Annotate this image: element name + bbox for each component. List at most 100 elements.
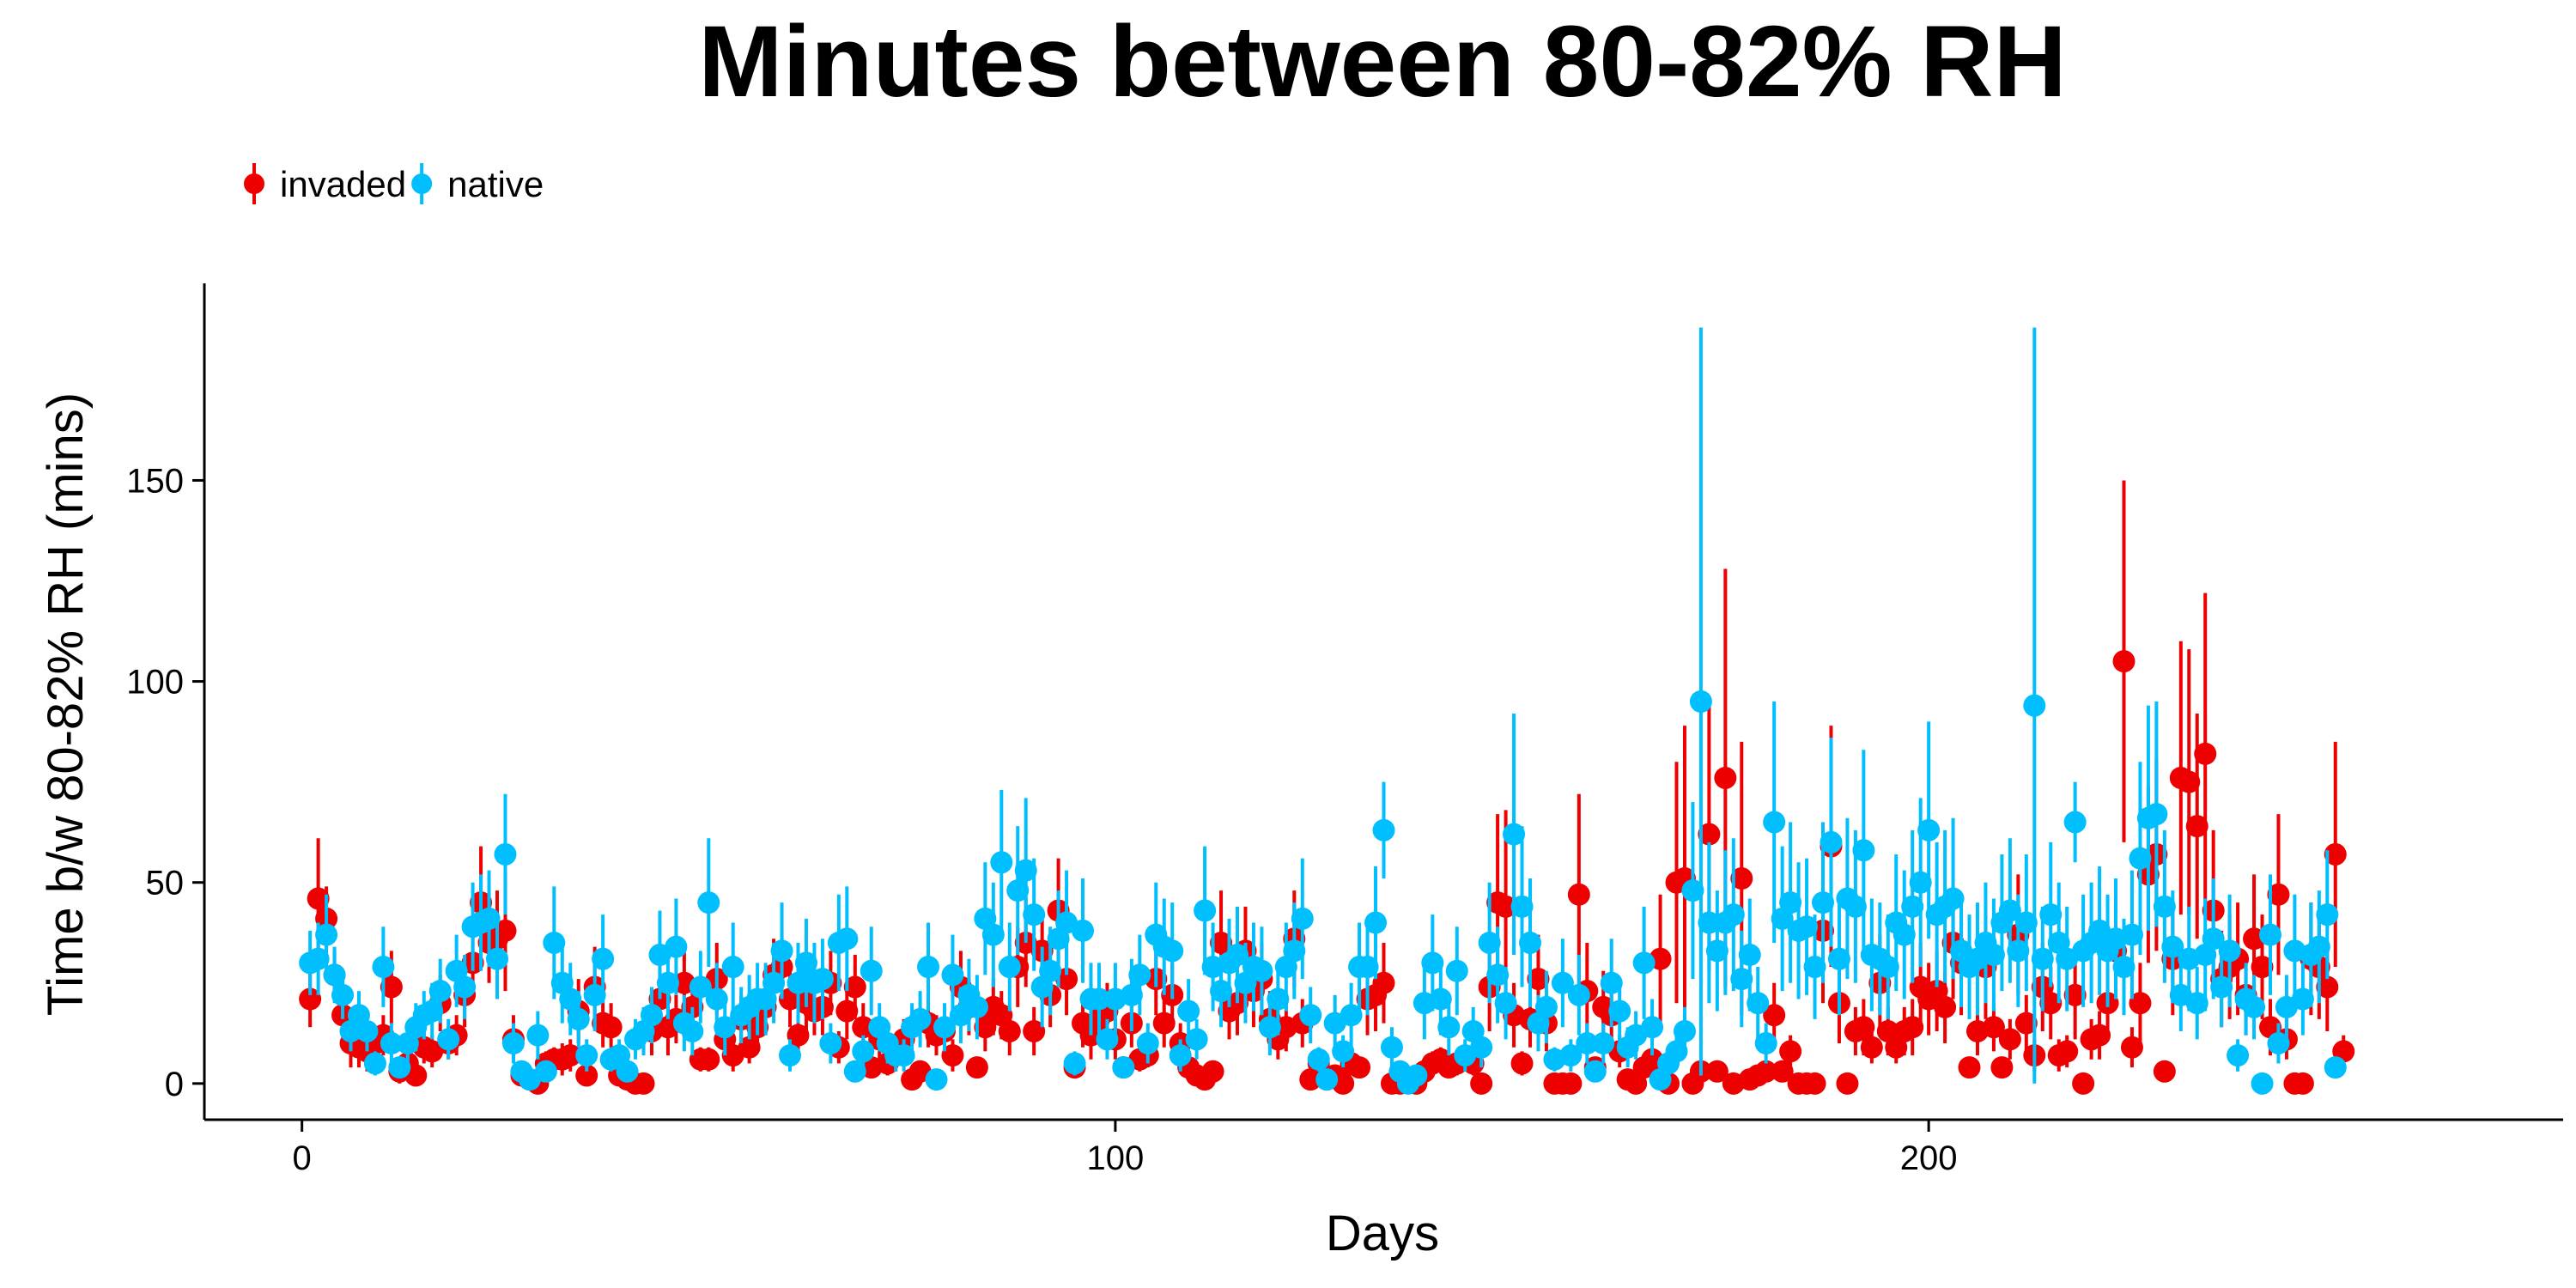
invaded-data-point bbox=[2072, 1072, 2095, 1095]
native-data-point bbox=[1250, 959, 1273, 982]
native-data-point bbox=[787, 971, 810, 994]
native-data-point bbox=[2227, 1044, 2250, 1067]
series-native bbox=[299, 327, 2347, 1095]
x-tick-label: 200 bbox=[1900, 1139, 1958, 1177]
native-data-point bbox=[1072, 919, 1095, 942]
native-data-point bbox=[1779, 891, 1802, 914]
native-data-point bbox=[1112, 1056, 1135, 1079]
invaded-data-point bbox=[575, 1064, 598, 1087]
native-data-point bbox=[843, 1060, 866, 1083]
native-data-point bbox=[1023, 903, 1046, 927]
native-data-point bbox=[1754, 1032, 1777, 1055]
native-data-point bbox=[689, 975, 712, 999]
native-data-point bbox=[501, 1032, 525, 1055]
native-data-point bbox=[1063, 1052, 1086, 1075]
native-data-point bbox=[363, 1052, 386, 1075]
invaded-data-point bbox=[2112, 650, 2136, 673]
native-data-point bbox=[2210, 975, 2233, 999]
native-data-point bbox=[307, 947, 330, 970]
invaded-data-point bbox=[2324, 842, 2347, 866]
native-data-point bbox=[1169, 1044, 1192, 1067]
native-data-point bbox=[1039, 959, 1062, 982]
native-data-point bbox=[1917, 818, 1941, 841]
native-data-point bbox=[2316, 903, 2339, 927]
native-data-point bbox=[990, 851, 1013, 874]
native-data-point bbox=[1421, 951, 1444, 975]
native-data-point bbox=[1006, 879, 1030, 902]
native-data-point bbox=[543, 931, 566, 954]
invaded-data-point bbox=[974, 1016, 997, 1039]
native-data-point bbox=[1470, 1036, 1493, 1059]
native-data-point bbox=[1364, 911, 1388, 934]
native-data-point bbox=[1747, 992, 1770, 1015]
invaded-data-point bbox=[1705, 1060, 1728, 1083]
invaded-data-point bbox=[1470, 1072, 1493, 1095]
axes bbox=[203, 283, 2563, 1121]
native-data-point bbox=[1665, 1040, 1688, 1063]
native-data-point bbox=[925, 1068, 948, 1091]
native-data-point bbox=[1177, 999, 1200, 1023]
native-data-point bbox=[1722, 903, 1745, 927]
invaded-data-point bbox=[697, 1048, 720, 1071]
invaded-data-point bbox=[1210, 931, 1233, 954]
invaded-data-point bbox=[1998, 1028, 2021, 1051]
y-tick-label: 50 bbox=[146, 865, 185, 902]
native-data-point bbox=[477, 907, 501, 930]
invaded-data-point bbox=[2267, 883, 2290, 906]
native-data-point bbox=[575, 1044, 598, 1067]
native-data-point bbox=[2161, 935, 2184, 958]
native-data-point bbox=[1763, 811, 1786, 834]
invaded-data-point bbox=[2153, 1060, 2176, 1083]
native-data-point bbox=[835, 927, 859, 951]
chart-title: Minutes between 80-82% RH bbox=[698, 5, 2066, 118]
legend-item-native: native bbox=[411, 163, 544, 204]
native-data-point bbox=[592, 947, 615, 970]
native-data-point bbox=[811, 968, 834, 991]
invaded-data-point bbox=[1567, 883, 1590, 906]
y-axis-title: Time b/w 80-82% RH (mins) bbox=[38, 392, 94, 1016]
invaded-data-point bbox=[2014, 1012, 2038, 1035]
native-data-point bbox=[2267, 1032, 2290, 1055]
native-data-point bbox=[1340, 1004, 1363, 1027]
native-data-point bbox=[1120, 983, 1143, 1006]
native-data-point bbox=[2291, 987, 2314, 1011]
x-axis-ticks: 0 100 200 bbox=[293, 1120, 1958, 1177]
invaded-data-point bbox=[1990, 1056, 2014, 1079]
invaded-data-point bbox=[2039, 992, 2063, 1015]
native-data-point bbox=[2185, 992, 2208, 1015]
invaded-data-point bbox=[1372, 971, 1395, 994]
invaded-data-point bbox=[2178, 770, 2201, 793]
native-data-point bbox=[2145, 803, 2168, 826]
native-data-point bbox=[1534, 995, 1558, 1018]
native-data-point bbox=[819, 1032, 842, 1055]
native-data-point bbox=[1852, 839, 1875, 862]
native-data-point bbox=[1827, 947, 1850, 970]
native-data-point bbox=[1194, 899, 1217, 922]
invaded-data-point bbox=[2056, 1040, 2079, 1063]
invaded-data-point bbox=[494, 919, 517, 942]
native-data-point bbox=[567, 1007, 590, 1030]
native-data-point bbox=[965, 995, 988, 1018]
invaded-data-point bbox=[2316, 975, 2339, 999]
native-data-point bbox=[640, 1004, 663, 1027]
native-data-point bbox=[2218, 939, 2241, 963]
invaded-data-point bbox=[2194, 742, 2217, 765]
native-data-point bbox=[1567, 983, 1590, 1006]
native-data-point bbox=[1437, 1016, 1461, 1039]
native-data-point bbox=[1998, 899, 2021, 922]
native-data-point bbox=[1820, 830, 1843, 854]
native-data-point bbox=[697, 891, 720, 914]
invaded-data-point bbox=[1754, 1060, 1777, 1083]
native-data-point bbox=[665, 935, 688, 958]
native-data-point bbox=[1283, 939, 1306, 963]
native-data-point bbox=[1698, 911, 1721, 934]
native-data-point bbox=[779, 1044, 802, 1067]
native-data-point bbox=[1267, 987, 1290, 1011]
legend-label: invaded bbox=[280, 164, 406, 204]
native-data-point bbox=[2251, 1072, 2274, 1095]
invaded-data-point bbox=[738, 1036, 761, 1059]
invaded-data-point bbox=[998, 1019, 1021, 1042]
native-data-point bbox=[1291, 907, 1314, 930]
